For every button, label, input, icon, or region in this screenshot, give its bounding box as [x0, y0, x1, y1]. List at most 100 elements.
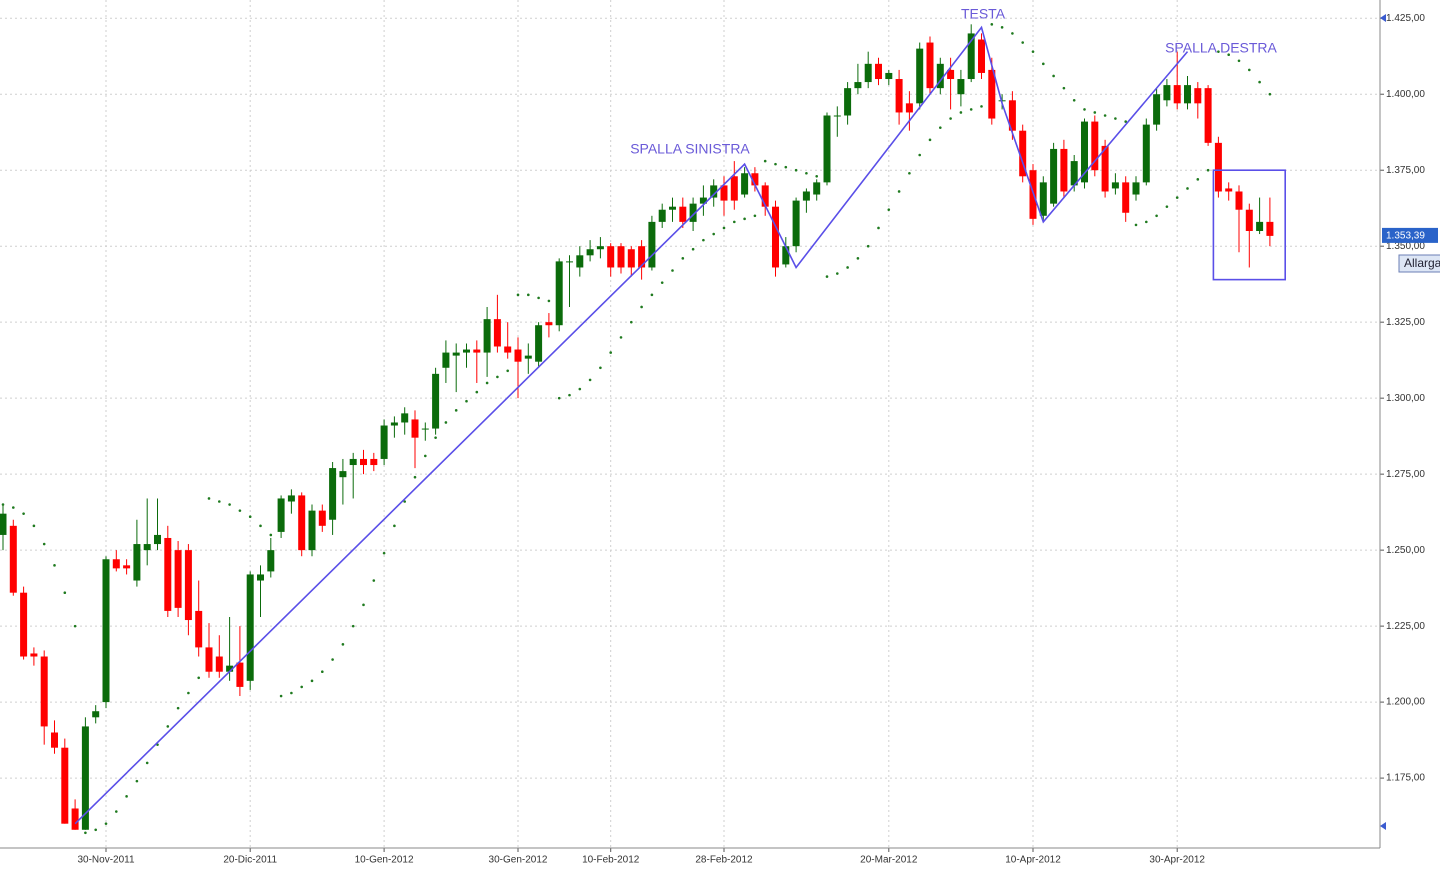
- candle-body: [298, 495, 306, 551]
- candle-body: [648, 221, 656, 268]
- sar-dot: [1124, 120, 1127, 123]
- candle-body: [401, 413, 409, 423]
- sar-dot: [187, 691, 190, 695]
- button-label[interactable]: Allarga: [1404, 256, 1440, 270]
- candle-body: [926, 42, 934, 89]
- trendline: [74, 25, 1189, 825]
- candle-body: [1050, 148, 1058, 204]
- sar-dot: [351, 624, 355, 628]
- sar-dot: [887, 208, 891, 212]
- sar-dot: [1155, 214, 1158, 218]
- sar-dot: [1, 503, 5, 506]
- sar-dot: [856, 257, 860, 260]
- candle-body: [174, 550, 182, 608]
- sar-dot: [866, 244, 870, 248]
- candle-body: [370, 458, 378, 466]
- sar-dot: [1237, 59, 1241, 63]
- sar-dot: [681, 257, 685, 260]
- candle-body: [1266, 221, 1274, 236]
- expand-button[interactable]: Allarga: [1398, 254, 1440, 273]
- sar-dot: [650, 293, 654, 297]
- button-frame[interactable]: [1398, 254, 1440, 273]
- candle-body: [545, 322, 553, 326]
- candle-body: [596, 246, 604, 250]
- x-tick-label: 30-Gen-2012: [489, 855, 548, 866]
- y-tick-label: 1.400,00: [1386, 89, 1425, 100]
- candle-body: [586, 249, 594, 256]
- candle-body: [390, 422, 398, 426]
- sar-dot: [877, 226, 880, 230]
- x-tick-label: 20-Mar-2012: [860, 855, 918, 866]
- candle-body: [195, 610, 203, 648]
- sar-dot: [465, 399, 468, 403]
- candle-body: [0, 513, 7, 535]
- sar-dot: [1227, 53, 1230, 57]
- sar-dot: [1093, 111, 1097, 114]
- candle-body: [875, 63, 882, 80]
- y-tick-label: 1.300,00: [1386, 393, 1425, 404]
- sar-dot: [1268, 92, 1272, 96]
- candle-body: [308, 510, 316, 551]
- candle-body: [833, 115, 841, 117]
- candle-body: [864, 63, 872, 83]
- axis-arrow: [1380, 14, 1386, 22]
- sar-dot: [908, 171, 911, 175]
- sar-dot: [32, 524, 36, 528]
- candle-body: [133, 544, 141, 581]
- sar-dot: [939, 126, 942, 129]
- y-tick-label: 1.175,00: [1386, 773, 1425, 784]
- candle-body: [947, 69, 955, 80]
- sar-dot: [743, 217, 746, 221]
- sar-dot: [1072, 99, 1076, 102]
- sar-dot: [506, 369, 510, 373]
- sar-dot: [403, 500, 407, 503]
- candle-body: [92, 711, 100, 718]
- sar-dot: [1042, 62, 1045, 66]
- candle-body: [329, 468, 337, 520]
- sar-dot: [218, 500, 221, 503]
- candle-body: [638, 246, 646, 268]
- candle-body: [452, 352, 460, 356]
- sar-dot: [609, 351, 612, 354]
- sar-dot: [980, 105, 983, 108]
- sar-dot: [434, 436, 437, 439]
- sar-dot: [969, 108, 973, 111]
- candle-body: [164, 537, 172, 611]
- candle-body: [1142, 124, 1150, 183]
- sar-dot: [248, 515, 252, 519]
- sar-dot: [588, 378, 592, 382]
- candle-body: [782, 246, 790, 265]
- candle-body: [483, 319, 491, 353]
- sar-dot: [485, 381, 489, 385]
- candle-body: [40, 656, 48, 727]
- candle-body: [215, 656, 223, 672]
- sar-dot: [784, 165, 788, 169]
- candle-body: [1173, 85, 1181, 104]
- sar-dot: [578, 387, 582, 391]
- candle-body: [1194, 88, 1202, 104]
- sar-dot: [269, 533, 273, 537]
- sar-dot: [763, 159, 767, 163]
- sar-dot: [424, 454, 427, 458]
- sar-dot: [197, 676, 200, 680]
- candle-body: [143, 544, 151, 551]
- sar-dot: [959, 111, 963, 114]
- candle-body: [1184, 85, 1191, 104]
- x-tick-label: 20-Dic-2011: [223, 855, 277, 866]
- candle-body: [102, 559, 110, 703]
- candle-body: [1008, 100, 1016, 131]
- y-tick-label: 1.250,00: [1386, 545, 1425, 556]
- sar-dot: [145, 761, 149, 765]
- candle-body: [699, 197, 707, 204]
- sar-dot: [42, 542, 46, 546]
- candle-body: [1256, 221, 1264, 231]
- sar-dot: [815, 174, 818, 178]
- sar-dot: [671, 269, 674, 272]
- sar-dot: [104, 822, 108, 825]
- candle-body: [813, 182, 821, 195]
- sar-dot: [774, 162, 777, 166]
- sar-dot: [897, 190, 901, 193]
- annotation: TESTA: [961, 6, 1006, 22]
- candle-body: [184, 550, 192, 621]
- candle-body: [61, 747, 69, 824]
